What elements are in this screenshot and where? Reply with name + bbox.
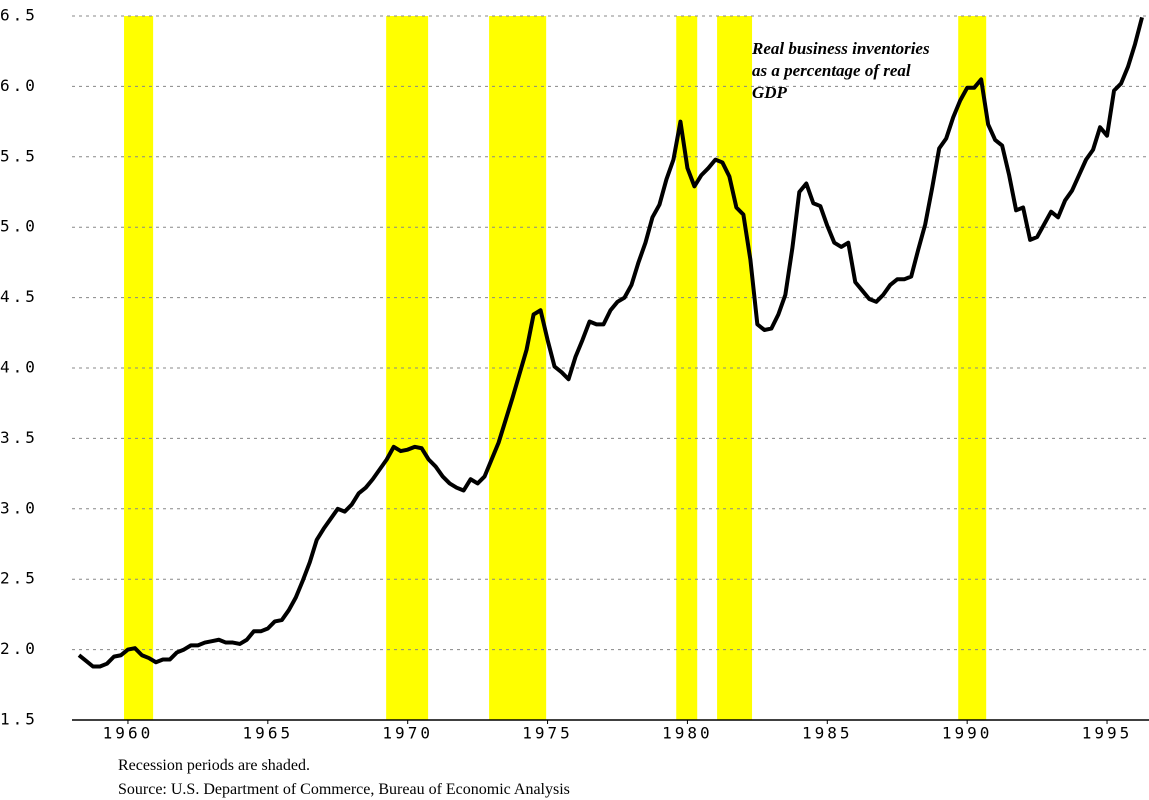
footnote: Source: U.S. Department of Commerce, Bur…	[118, 781, 570, 798]
y-tick-label: 5.0	[0, 217, 38, 236]
y-tick-label: 6.5	[0, 6, 38, 25]
annotation-line: as a percentage of real	[752, 61, 911, 80]
y-tick-label: 2.0	[0, 639, 38, 658]
x-tick-label: 1960	[103, 724, 154, 743]
y-tick-label: 5.5	[0, 146, 38, 165]
annotation-line: GDP	[752, 83, 788, 102]
y-tick-label: 3.5	[0, 428, 38, 447]
recession-band	[676, 16, 698, 720]
x-tick-label: 1990	[942, 724, 993, 743]
y-tick-label: 3.0	[0, 498, 38, 517]
x-tick-label: 1985	[802, 724, 853, 743]
x-tick-label: 1965	[243, 724, 294, 743]
x-tick-label: 1980	[662, 724, 713, 743]
x-tick-label: 1995	[1082, 724, 1133, 743]
recession-band	[386, 16, 429, 720]
plot	[77, 16, 1144, 669]
y-tick-label: 2.5	[0, 569, 38, 588]
x-tick-label: 1970	[382, 724, 433, 743]
data-line	[77, 16, 1144, 669]
annotation-line: Real business inventories	[751, 39, 930, 58]
y-tick-label: 4.5	[0, 287, 38, 306]
y-tick-label: 4.0	[0, 358, 38, 377]
y-tick-label: 6.0	[0, 76, 38, 95]
recession-band	[489, 16, 547, 720]
x-tick-label: 1975	[522, 724, 573, 743]
y-tick-label: 1.5	[0, 710, 38, 729]
recession-bands	[124, 16, 987, 720]
footnote: Recession periods are shaded.	[118, 757, 310, 774]
